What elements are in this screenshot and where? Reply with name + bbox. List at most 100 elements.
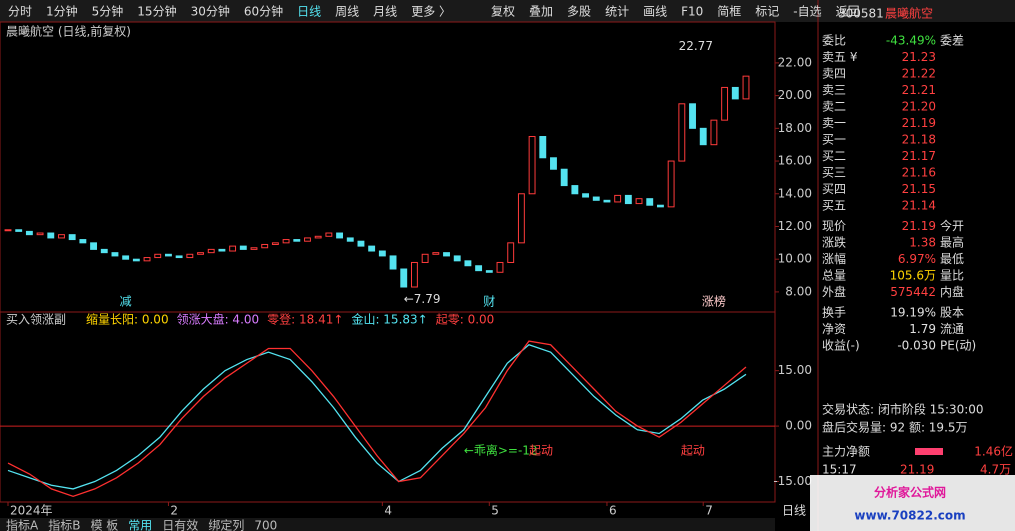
quote-value: 6.97% [898, 252, 936, 266]
bottom-tab[interactable]: 指标B [48, 518, 80, 531]
toolbar-button[interactable]: 多股 [567, 5, 591, 19]
bottom-tab[interactable]: 常用 [128, 519, 152, 531]
quote-value: 21.15 [902, 182, 936, 196]
quote-label: 换手 [822, 306, 846, 320]
candle [464, 260, 472, 267]
candle [614, 194, 622, 203]
legend-entry: 缩量长阳: 0.00 [86, 312, 169, 327]
candle [699, 127, 707, 146]
toolbar-button[interactable]: 月线 [373, 5, 397, 19]
tick-cell: 15:17 [822, 463, 857, 477]
candle [143, 257, 151, 262]
quote-label: 总量 [822, 269, 846, 283]
y-tick-label: 16.00 [778, 154, 812, 168]
quote-label: 外盘 [822, 284, 846, 299]
toolbar-button[interactable]: 更多 〉 [411, 5, 451, 19]
x-tick-label: 2 [170, 504, 178, 518]
toolbar-button[interactable]: 复权 [491, 5, 515, 19]
period-label: 日线 [782, 504, 806, 518]
bottom-tab[interactable]: 700 [254, 519, 277, 531]
candle [36, 232, 44, 236]
bottom-tab[interactable]: 指标A [6, 518, 39, 531]
candle [507, 242, 515, 263]
bottom-tab[interactable]: 日有效 [162, 518, 198, 531]
toolbar-button[interactable]: 30分钟 [191, 4, 230, 19]
toolbar-button[interactable]: 日线 [297, 5, 321, 19]
candle [239, 245, 247, 250]
candle [132, 258, 140, 262]
candle [175, 255, 183, 259]
bottom-tab[interactable]: 绑定列 [208, 518, 244, 531]
toolbar-button[interactable]: F10 [681, 5, 703, 19]
toolbar-button[interactable]: 标记 [755, 5, 779, 19]
legend-entry: 起零: 0.00 [436, 313, 495, 327]
bottom-tab[interactable]: 模 板 [90, 519, 118, 531]
quote-value: 21.17 [902, 149, 936, 163]
toolbar-button[interactable]: 分时 [8, 5, 32, 19]
flow-value: 1.46亿 [974, 444, 1013, 459]
candle [368, 245, 376, 252]
quote-value: -43.49% [886, 34, 936, 48]
flow-bar [915, 448, 943, 455]
annotation: ←乖离>=-12 [464, 442, 538, 457]
toolbar-button[interactable]: 统计 [605, 5, 629, 19]
toolbar-button[interactable]: 返回 [836, 5, 860, 19]
quote-value: 21.20 [902, 100, 936, 114]
candle [111, 252, 119, 257]
candle [261, 243, 269, 249]
toolbar-bg [0, 0, 1015, 22]
annotation: 起动 [529, 443, 553, 457]
toolbar-button[interactable]: 60分钟 [244, 4, 283, 19]
quote-label: 买三 [822, 166, 846, 180]
quote-label: 委差 [940, 34, 964, 48]
quote-label: 内盘 [940, 284, 964, 299]
candle [79, 239, 87, 244]
candle [336, 232, 344, 239]
quote-label: PE(动) [940, 339, 976, 353]
candle [603, 199, 611, 203]
status-line: 交易状态: 闭市阶段 15:30:00 [822, 402, 984, 417]
candle [571, 185, 579, 195]
legend-entry: 金山: 15.83↑ [351, 312, 427, 327]
quote-value: 21.16 [902, 166, 936, 180]
toolbar-button[interactable]: 简框 [717, 5, 741, 19]
x-tick-label: 6 [609, 504, 617, 518]
toolbar-button[interactable]: 15分钟 [137, 4, 176, 19]
candle [207, 248, 215, 254]
candle [4, 229, 12, 232]
candle [357, 240, 365, 247]
toolbar-button[interactable]: 画线 [643, 5, 667, 19]
toolbar-button[interactable]: 叠加 [529, 5, 553, 19]
tabs-bg [0, 518, 775, 531]
toolbar-button[interactable]: -自选 [793, 5, 821, 19]
toolbar-button[interactable]: 1分钟 [46, 4, 78, 19]
quote-label: 收益(-) [822, 339, 860, 353]
quote-label: 买二 [822, 149, 846, 163]
y-tick-label: 14.00 [778, 186, 812, 200]
quote-value: 575442 [890, 285, 936, 299]
candle [68, 234, 76, 241]
quote-label: 净资 [822, 322, 846, 336]
quote-label: 今开 [940, 218, 964, 233]
candle [517, 193, 525, 244]
candle [271, 242, 279, 245]
candle [678, 103, 686, 162]
candle [592, 196, 600, 201]
candle [667, 160, 675, 208]
quote-value: 21.23 [902, 50, 936, 64]
quote-label: 卖二 [822, 100, 846, 114]
candle [154, 253, 162, 259]
watermark-bg [810, 475, 1015, 531]
candle [47, 232, 55, 239]
legend-entry: 零登: 18.41↑ [267, 312, 343, 327]
toolbar-button[interactable]: 5分钟 [92, 4, 124, 19]
quote-value: 21.19 [902, 116, 936, 130]
annotation: ←7.79 [404, 292, 441, 306]
candle [421, 253, 429, 263]
legend-entry: 领涨大盘: 4.00 [177, 312, 260, 327]
status-line: 盘后交易量: 92 额: 19.5万 [822, 420, 968, 435]
candle [496, 261, 504, 273]
toolbar-button[interactable]: 周线 [335, 5, 359, 19]
quote-value: 21.18 [902, 133, 936, 147]
